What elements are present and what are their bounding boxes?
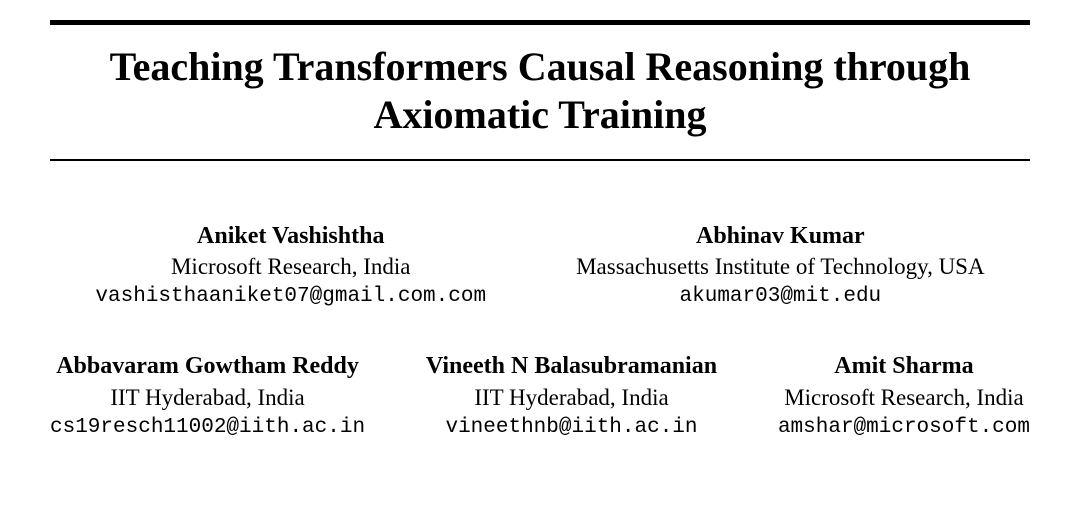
author-name: Vineeth N Balasubramanian — [426, 351, 717, 382]
title-line-1: Teaching Transformers Causal Reasoning t… — [110, 44, 971, 89]
author-block: Abhinav Kumar Massachusetts Institute of… — [576, 221, 985, 311]
author-name: Abbavaram Gowtham Reddy — [50, 351, 365, 382]
author-name: Abhinav Kumar — [576, 221, 985, 252]
authors-row-2: Abbavaram Gowtham Reddy IIT Hyderabad, I… — [50, 351, 1030, 441]
author-email: vineethnb@iith.ac.in — [426, 413, 717, 442]
author-affiliation: Microsoft Research, India — [778, 383, 1030, 413]
author-affiliation: IIT Hyderabad, India — [426, 383, 717, 413]
paper-title: Teaching Transformers Causal Reasoning t… — [50, 43, 1030, 139]
author-email: amshar@microsoft.com — [778, 413, 1030, 442]
author-block: Vineeth N Balasubramanian IIT Hyderabad,… — [426, 351, 717, 441]
authors-row-1: Aniket Vashishtha Microsoft Research, In… — [50, 221, 1030, 311]
author-affiliation: Microsoft Research, India — [95, 252, 486, 282]
author-block: Aniket Vashishtha Microsoft Research, In… — [95, 221, 486, 311]
author-affiliation: Massachusetts Institute of Technology, U… — [576, 252, 985, 282]
mid-rule — [50, 159, 1030, 161]
author-name: Amit Sharma — [778, 351, 1030, 382]
author-block: Abbavaram Gowtham Reddy IIT Hyderabad, I… — [50, 351, 365, 441]
author-name: Aniket Vashishtha — [95, 221, 486, 252]
title-line-2: Axiomatic Training — [374, 92, 707, 137]
author-block: Amit Sharma Microsoft Research, India am… — [778, 351, 1030, 441]
author-affiliation: IIT Hyderabad, India — [50, 383, 365, 413]
author-email: cs19resch11002@iith.ac.in — [50, 413, 365, 442]
top-rule — [50, 20, 1030, 25]
author-email: vashisthaaniket07@gmail.com.com — [95, 282, 486, 311]
author-email: akumar03@mit.edu — [576, 282, 985, 311]
